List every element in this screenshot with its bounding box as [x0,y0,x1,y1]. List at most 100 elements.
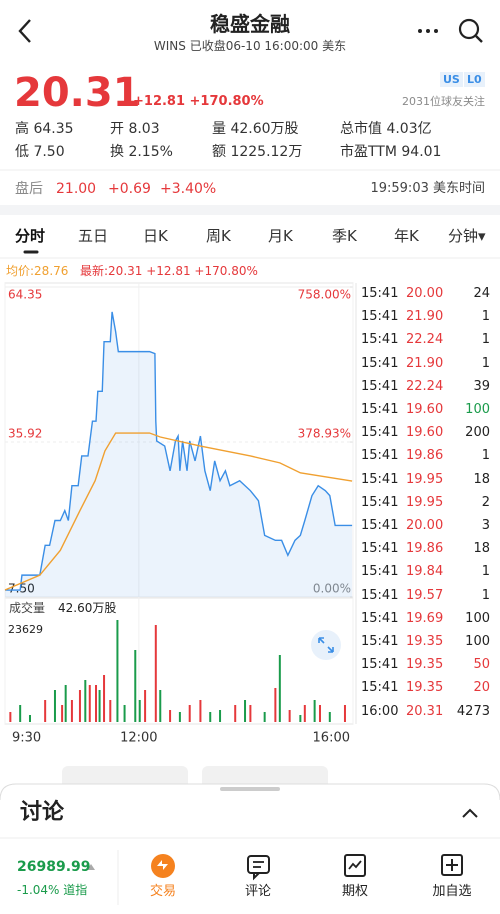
tab[interactable]: 日K [143,227,168,245]
volume-bar [53,690,56,722]
trade-time: 15:41 [361,448,399,464]
trade-volume: 1 [481,564,490,580]
trade-time: 15:41 [361,587,399,603]
trade-time: 15:41 [361,332,399,348]
volume-bar [44,699,47,722]
trade-price: 22.24 [406,378,444,394]
trade-price: 20.00 [406,286,444,301]
trade-volume: 200 [465,425,490,441]
trade-volume: 3 [481,518,490,533]
y-tick-label: 64.35 [8,288,42,302]
volume-bar [313,699,316,722]
tab[interactable]: 五日 [78,227,109,245]
volume-bar [343,705,346,722]
volume-max: 23629 [8,623,43,636]
trade-time: 15:41 [361,680,399,696]
volume-bar [138,699,141,722]
volume-bar [303,705,306,722]
trade-price: 19.84 [406,564,444,580]
volume-bar [116,620,119,722]
pct-tick-label: 758.00% [298,288,351,302]
trade-price: 21.90 [406,309,444,325]
section-gap [0,205,500,215]
trade-price: 19.57 [406,587,444,603]
trade-volume: 2 [481,494,490,510]
volume-bar [159,690,162,722]
volume-bar [109,699,112,722]
volume-bar [219,709,222,722]
stat: 低 7.50 [15,144,65,160]
action-label[interactable]: 交易 [149,884,176,899]
trade-volume: 18 [473,541,490,557]
trade-time: 15:41 [361,564,399,580]
trade-price: 19.86 [406,541,444,557]
action-label[interactable]: 期权 [341,884,368,899]
volume-bar [19,705,22,722]
back-button[interactable] [18,19,31,43]
trade-volume: 1 [481,355,490,371]
volume-bar [95,685,98,722]
action-label[interactable]: 评论 [244,884,271,899]
trade-price: 19.95 [406,471,444,487]
average-line [4,432,353,591]
trade-price: 19.69 [406,610,444,626]
comment-icon[interactable] [247,855,270,881]
after-hours-change: +0.69 [108,181,151,197]
volume-bar [299,714,302,722]
volume-bar [154,624,157,722]
trade-price: 19.60 [406,425,444,441]
expand-button[interactable] [311,630,341,660]
options-icon[interactable] [344,854,366,877]
watchlist-icon[interactable] [441,854,463,876]
volume-bar [318,705,321,722]
trade-volume: 100 [465,610,490,626]
tab[interactable]: 周K [206,227,231,245]
after-hours-percent: +3.40% [160,181,217,197]
tab[interactable]: 分钟▾ [448,227,486,245]
search-button[interactable] [458,18,483,43]
trade-price: 21.90 [406,355,444,371]
volume-bar [249,705,252,722]
trade-volume: 100 [465,402,490,417]
tab[interactable]: 季K [332,227,357,245]
action-label[interactable]: 加自选 [432,884,472,899]
trade-volume: 24 [473,286,490,301]
trade-volume: 100 [465,634,490,649]
discussion-title: 讨论 [20,800,65,825]
volume-bar [188,705,191,722]
trade-volume: 4273 [456,703,490,719]
volume-bar [209,711,212,722]
sheet-edge [0,783,500,801]
volume-bar [103,674,106,722]
trade-time: 15:41 [361,378,399,394]
bottom-sheet [0,784,500,914]
trade-icon[interactable] [151,854,175,878]
volume-bar [61,705,64,722]
trade-price: 19.60 [406,402,444,417]
latest-label: 最新:20.31 +12.81 +170.80% [80,264,258,278]
pct-tick-label: 378.93% [298,427,351,441]
volume-bar [199,699,202,722]
more-button[interactable] [418,29,438,33]
tab[interactable]: 年K [394,227,419,245]
trade-volume: 1 [481,587,490,603]
x-tick-label: 12:00 [120,731,157,746]
tab[interactable]: 分时 [15,227,46,245]
volume-bar [134,649,137,722]
collapse-chevron[interactable] [462,808,478,818]
after-hours-price: 21.00 [56,181,97,197]
trade-time: 15:41 [361,425,399,441]
volume-bar [328,711,331,722]
volume-bar [28,714,31,722]
page-title: 稳盛金融 [210,12,290,36]
after-hours-time: 19:59:03 美东时间 [370,181,485,196]
volume-bar [144,690,147,722]
volume-bar [263,711,266,722]
last-price: 20.31 [14,70,141,116]
tab[interactable]: 月K [268,227,293,245]
after-hours-label: 盘后 [15,181,43,197]
x-tick-label: 16:00 [313,731,350,746]
index-value: 26989.99 [17,859,91,875]
